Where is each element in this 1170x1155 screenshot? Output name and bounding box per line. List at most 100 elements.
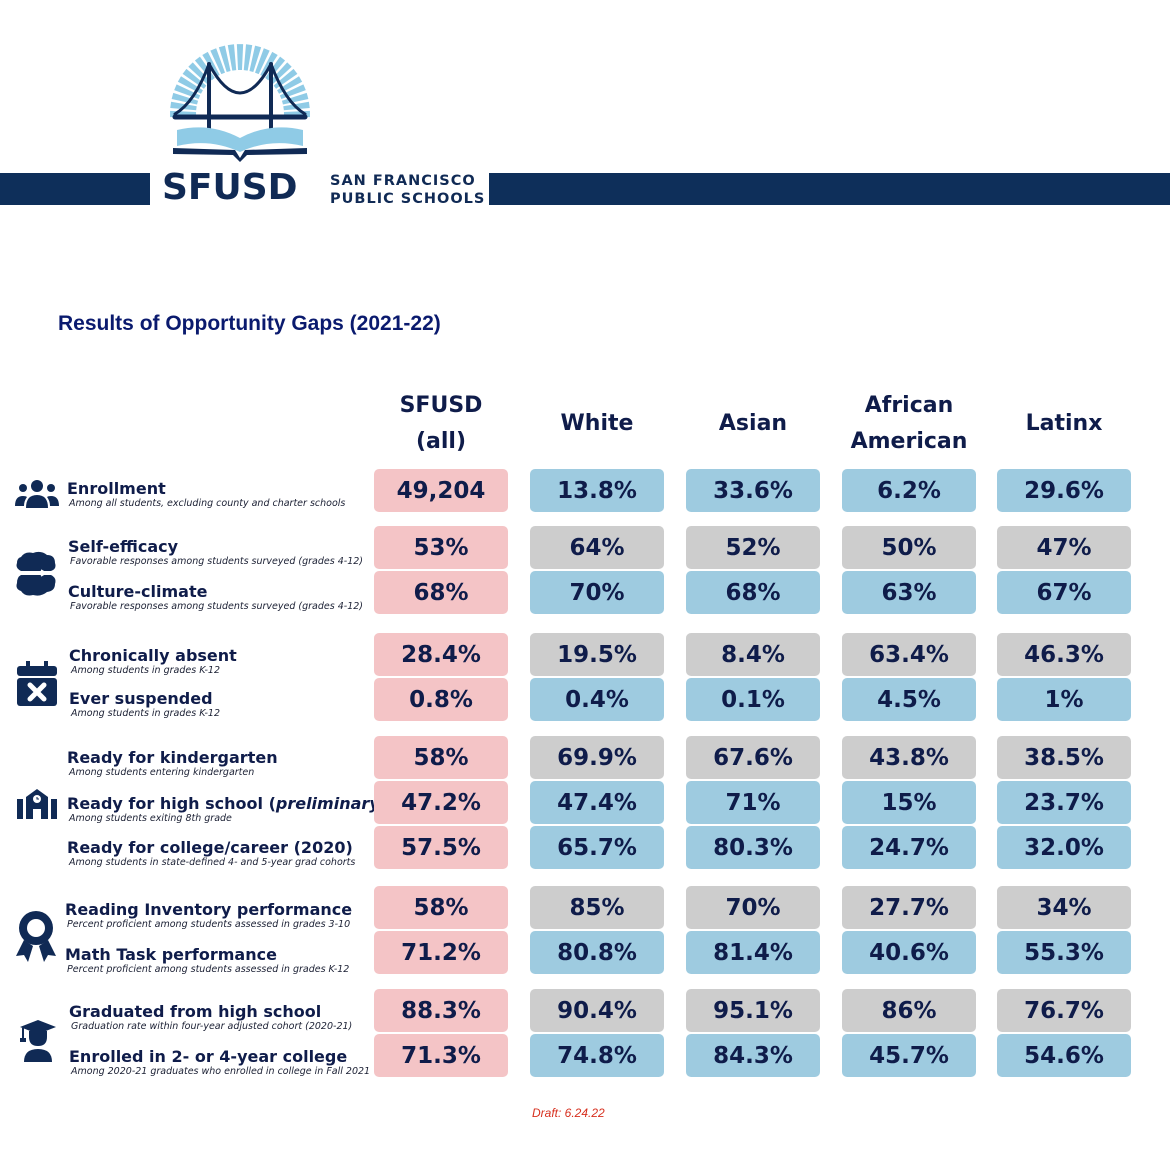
logo-wordmark: SFUSD bbox=[162, 167, 298, 208]
value-cell: 4.5% bbox=[842, 678, 976, 721]
column-header-line2: American bbox=[850, 429, 968, 454]
value-cell: 1% bbox=[997, 678, 1131, 721]
column-header-line2: (all) bbox=[415, 429, 467, 454]
logo-subtitle-line2: PUBLIC SCHOOLS bbox=[330, 191, 486, 207]
value-cell: 45.7% bbox=[842, 1034, 976, 1077]
value-cell: 86% bbox=[842, 989, 976, 1032]
column-header-line1: White bbox=[560, 411, 634, 436]
metric-name-text: Ready for college/career (2020) bbox=[67, 838, 353, 857]
metric-name-text: Enrolled in 2- or 4-year college bbox=[69, 1047, 348, 1066]
value-cell: 80.3% bbox=[686, 826, 820, 869]
value-cell: 70% bbox=[530, 571, 664, 614]
value-cell: 90.4% bbox=[530, 989, 664, 1032]
value-cell: 70% bbox=[686, 886, 820, 929]
metric-name: Ready for college/career (2020) bbox=[67, 839, 355, 857]
row-label: Reading Inventory performance Percent pro… bbox=[65, 901, 352, 931]
row-label: Self-efficacy Favorable responses among s… bbox=[68, 538, 363, 568]
column-header-line1: Asian bbox=[718, 411, 788, 436]
value-cell: 69.9% bbox=[530, 736, 664, 779]
value-cell: 19.5% bbox=[530, 633, 664, 676]
value-cell: 67.6% bbox=[686, 736, 820, 779]
metric-name-text: Culture-climate bbox=[68, 582, 208, 601]
header-bar-left bbox=[0, 173, 150, 205]
column-header: White bbox=[530, 406, 664, 442]
value-cell: 32.0% bbox=[997, 826, 1131, 869]
value-cell: 50% bbox=[842, 526, 976, 569]
metric-name-text: Ready for kindergarten bbox=[67, 748, 278, 767]
value-cell: 0.4% bbox=[530, 678, 664, 721]
value-cell: 0.1% bbox=[686, 678, 820, 721]
row-label: Ever suspended Among students in grades K… bbox=[69, 690, 220, 720]
column-header-line1: SFUSD bbox=[399, 393, 483, 418]
metric-name: Culture-climate bbox=[68, 583, 363, 601]
metric-name-text: Chronically absent bbox=[69, 646, 237, 665]
value-cell: 68% bbox=[686, 571, 820, 614]
metric-name: Ready for kindergarten bbox=[67, 749, 278, 767]
column-header-line1: African bbox=[864, 393, 954, 418]
brain-icon bbox=[15, 551, 57, 597]
value-cell: 71.2% bbox=[374, 931, 508, 974]
row-label: Ready for kindergarten Among students ent… bbox=[67, 749, 278, 779]
metric-description: Favorable responses among students surve… bbox=[70, 601, 363, 612]
row-label: Chronically absent Among students in grad… bbox=[69, 647, 237, 677]
metric-description: Among 2020-21 graduates who enrolled in … bbox=[71, 1066, 371, 1077]
value-cell: 24.7% bbox=[842, 826, 976, 869]
metric-name-text: Ever suspended bbox=[69, 689, 213, 708]
value-cell: 47.2% bbox=[374, 781, 508, 824]
metric-name-text: Graduated from high school bbox=[69, 1002, 322, 1021]
metric-name-text: Ready for high school ( bbox=[67, 794, 276, 813]
sun-ray bbox=[249, 45, 262, 73]
calendar-x-icon bbox=[17, 661, 57, 707]
metric-description: Among students in grades K-12 bbox=[71, 665, 220, 676]
sun-ray bbox=[188, 62, 211, 85]
value-cell: 57.5% bbox=[374, 826, 508, 869]
value-cell: 64% bbox=[530, 526, 664, 569]
metric-name-italic: preliminary bbox=[275, 794, 380, 813]
sun-ray bbox=[210, 48, 226, 75]
value-cell: 63% bbox=[842, 571, 976, 614]
logo-subtitle-line1: SAN FRANCISCO bbox=[330, 173, 476, 189]
column-header: Asian bbox=[686, 406, 820, 442]
value-cell: 27.7% bbox=[842, 886, 976, 929]
value-cell: 47% bbox=[997, 526, 1131, 569]
metric-description: Among students in state-defined 4- and 5… bbox=[69, 857, 356, 868]
value-cell: 84.3% bbox=[686, 1034, 820, 1077]
value-cell: 63.4% bbox=[842, 633, 976, 676]
column-header: African American bbox=[842, 388, 976, 460]
row-label: Math Task performance Percent proficient … bbox=[65, 946, 349, 976]
logo-subtitle: SAN FRANCISCO PUBLIC SCHOOLS bbox=[330, 172, 485, 208]
value-cell: 29.6% bbox=[997, 469, 1131, 512]
value-cell: 80.8% bbox=[530, 931, 664, 974]
metric-description: Among students in grades K-12 bbox=[71, 708, 220, 719]
value-cell: 49,204 bbox=[374, 469, 508, 512]
sun-ray bbox=[281, 92, 309, 105]
value-cell: 65.7% bbox=[530, 826, 664, 869]
value-cell: 43.8% bbox=[842, 736, 976, 779]
value-cell: 58% bbox=[374, 736, 508, 779]
metric-name-text: Enrollment bbox=[67, 479, 166, 498]
column-header: Latinx bbox=[997, 406, 1131, 442]
graduate-icon bbox=[20, 1020, 56, 1062]
sun-ray bbox=[218, 45, 231, 73]
metric-description: Among students exiting 8th grade bbox=[69, 813, 232, 824]
value-cell: 54.6% bbox=[997, 1034, 1131, 1077]
sun-ray bbox=[269, 62, 292, 85]
value-cell: 46.3% bbox=[997, 633, 1131, 676]
row-label: Ready for college/career (2020) Among stu… bbox=[67, 839, 355, 869]
metric-name: Math Task performance bbox=[65, 946, 349, 964]
metric-description: Among students entering kindergarten bbox=[69, 767, 255, 778]
metric-description: Among all students, excluding county and… bbox=[69, 498, 346, 509]
award-ribbon-icon bbox=[16, 910, 56, 964]
school-icon bbox=[17, 789, 57, 819]
value-cell: 6.2% bbox=[842, 469, 976, 512]
row-label: Ready for high school (preliminary)Among… bbox=[67, 795, 387, 825]
value-cell: 76.7% bbox=[997, 989, 1131, 1032]
metric-description: Graduation rate within four-year adjuste… bbox=[71, 1021, 353, 1032]
sfusd-logo-icon bbox=[165, 42, 315, 162]
metric-description: Percent proficient among students assess… bbox=[67, 964, 350, 975]
sun-ray bbox=[243, 44, 253, 71]
row-label: Enrolled in 2- or 4-year college Among 20… bbox=[69, 1048, 370, 1078]
sun-ray bbox=[171, 92, 199, 105]
sun-ray bbox=[202, 51, 220, 77]
column-header: SFUSD (all) bbox=[374, 388, 508, 460]
